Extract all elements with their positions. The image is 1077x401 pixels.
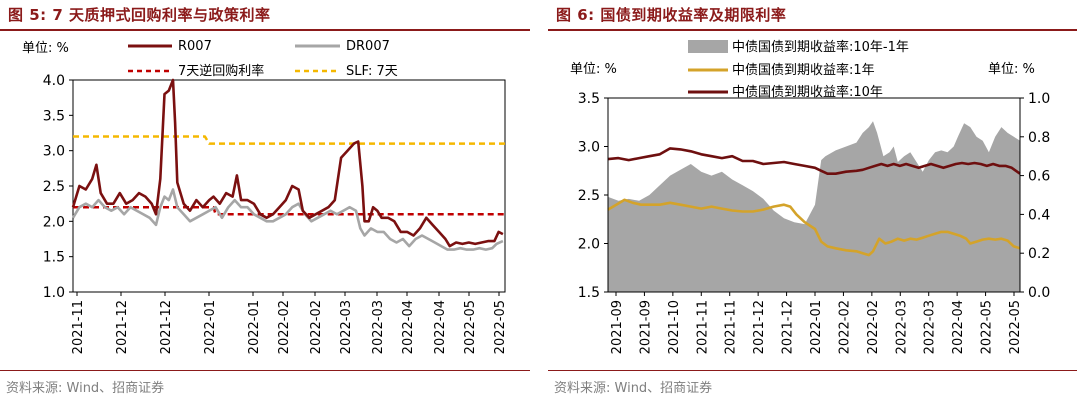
treasury-yield-chart: 1.5 2.0 2.5 3.0 3.5 0.0 0.2 0.4 0.6 0.8 1.0 2021-… (570, 39, 1050, 354)
x-tick-label: 2022-03 (339, 300, 354, 354)
x-tick-label: 2021-12 (781, 300, 796, 354)
x-tick-label: 2022-04 (433, 300, 448, 354)
y-left-tick-label: 3.0 (578, 140, 600, 156)
series-line-1 (607, 198, 1021, 257)
x-tick-label: 2022-02 (277, 300, 292, 354)
y-left-tick-label: 1.5 (578, 285, 600, 301)
repo-rate-chart: 1.01.52.02.53.03.54.0 2021-11 2021-12 2021… (22, 39, 508, 354)
y-right-tick-label: 0.6 (1028, 169, 1050, 185)
y-axis-right-ticks: 0.0 0.2 0.4 0.6 0.8 1.0 (1020, 91, 1050, 301)
legend: R007 DR007 7天逆回购利率 SLF: 7天 (128, 39, 398, 79)
y-axis-left-ticks: 1.5 2.0 2.5 3.0 3.5 (578, 91, 608, 301)
series-line-2 (607, 147, 1021, 175)
figure-6-panel: 图 6: 国债到期收益率及期限利率 1.5 2.0 2.5 3.0 3.5 0.0 0.2… (548, 0, 1077, 401)
y-tick-label: 1.0 (43, 285, 65, 301)
x-tick-label: 2022-02 (866, 300, 881, 354)
y-left-tick-label: 2.0 (578, 237, 600, 253)
x-tick-label: 2022-01 (809, 300, 824, 354)
legend-label-1y: 中债国债到期收益率:1年 (732, 62, 875, 78)
x-tick-label: 2022-04 (401, 300, 416, 354)
y-tick-label: 4.0 (43, 73, 65, 89)
x-axis-ticks: 2021-09 2021-09 2021-10 2021-11 2021-11 2021-… (610, 292, 1023, 354)
x-tick-label: 2022-01 (247, 300, 262, 354)
plot-area (72, 79, 506, 293)
x-tick-label: 2021-11 (724, 300, 739, 354)
x-tick-label: 2022-03 (371, 300, 386, 354)
y-tick-label: 3.0 (43, 144, 65, 160)
x-tick-label: 2022-05 (980, 300, 995, 354)
y-tick-label: 2.0 (43, 214, 65, 230)
legend: 中债国债到期收益率:10年-1年 中债国债到期收益率:1年 中债国债到期收益率:… (688, 39, 909, 100)
y-right-tick-label: 0.2 (1028, 246, 1050, 262)
figure-5-source: 资料来源: Wind、招商证券 (6, 381, 165, 396)
x-tick-label: 2022-03 (894, 300, 909, 354)
x-tick-label: 2022-01 (203, 300, 218, 354)
figure-5-panel: 图 5: 7 天质押式回购利率与政策利率 1.0 1.5 2.0 2.5 3.0 3.5 4… (0, 0, 530, 401)
series-lines (71, 78, 505, 251)
y-axis-unit-label: 单位: % (22, 41, 69, 56)
legend-label-spread: 中债国债到期收益率:10年-1年 (732, 39, 909, 55)
x-tick-label: 2022-02 (309, 300, 324, 354)
title-rule (0, 29, 530, 31)
x-tick-label: 2021-11 (71, 300, 86, 354)
y-axis-left-unit-label: 单位: % (570, 62, 617, 77)
x-tick-label: 2022-05 (463, 300, 478, 354)
figure-6-title: 图 6: 国债到期收益率及期限利率 (556, 6, 787, 24)
legend-swatch-spread (688, 40, 728, 53)
y-left-tick-label: 3.5 (578, 91, 600, 107)
series-lines (607, 121, 1021, 292)
x-tick-label: 2021-12 (752, 300, 767, 354)
series-line-2 (73, 205, 505, 216)
footer-rule (548, 370, 1077, 371)
y-right-tick-label: 0.8 (1028, 130, 1050, 146)
y-axis-ticks: 1.0 1.5 2.0 2.5 3.0 3.5 4.0 (43, 73, 73, 301)
x-tick-label: 2022-05 (493, 300, 508, 354)
y-tick-label: 2.5 (43, 179, 65, 195)
x-tick-label: 2022-05 (1008, 300, 1023, 354)
legend-label-10y: 中债国债到期收益率:10年 (732, 84, 883, 100)
y-right-tick-label: 1.0 (1028, 91, 1050, 107)
x-tick-label: 2021-10 (667, 300, 682, 354)
x-tick-label: 2022-03 (923, 300, 938, 354)
x-tick-label: 2022-04 (951, 300, 966, 354)
y-left-tick-label: 2.5 (578, 188, 600, 204)
y-tick-label: 3.5 (43, 108, 65, 124)
y-tick-label: 1.5 (43, 250, 65, 266)
y-right-tick-label: 0.4 (1028, 207, 1050, 223)
x-tick-label: 2021-11 (695, 300, 710, 354)
figure-6-source: 资料来源: Wind、招商证券 (554, 381, 713, 396)
legend-label-reverse-repo: 7天逆回购利率 (178, 63, 264, 79)
x-tick-label: 2022-02 (837, 300, 852, 354)
legend-label-r007: R007 (178, 39, 212, 54)
x-axis-ticks: 2021-11 2021-12 2021-12 2022-01 2022-01 2022-… (71, 292, 508, 354)
figure-5-title: 图 5: 7 天质押式回购利率与政策利率 (8, 6, 271, 24)
x-tick-label: 2021-09 (610, 300, 625, 354)
y-right-tick-label: 0.0 (1028, 285, 1050, 301)
legend-label-dr007: DR007 (346, 39, 390, 54)
legend-label-slf: SLF: 7天 (346, 64, 398, 79)
series-line-1 (71, 188, 504, 251)
title-rule (548, 29, 1077, 31)
y-axis-right-unit-label: 单位: % (988, 62, 1035, 77)
footer-rule (0, 370, 530, 371)
series-line-3 (73, 135, 505, 145)
x-tick-label: 2021-12 (159, 300, 174, 354)
series-line-0 (71, 78, 504, 248)
x-tick-label: 2021-09 (638, 300, 653, 354)
series-area-0 (608, 121, 1020, 292)
x-tick-label: 2021-12 (115, 300, 130, 354)
